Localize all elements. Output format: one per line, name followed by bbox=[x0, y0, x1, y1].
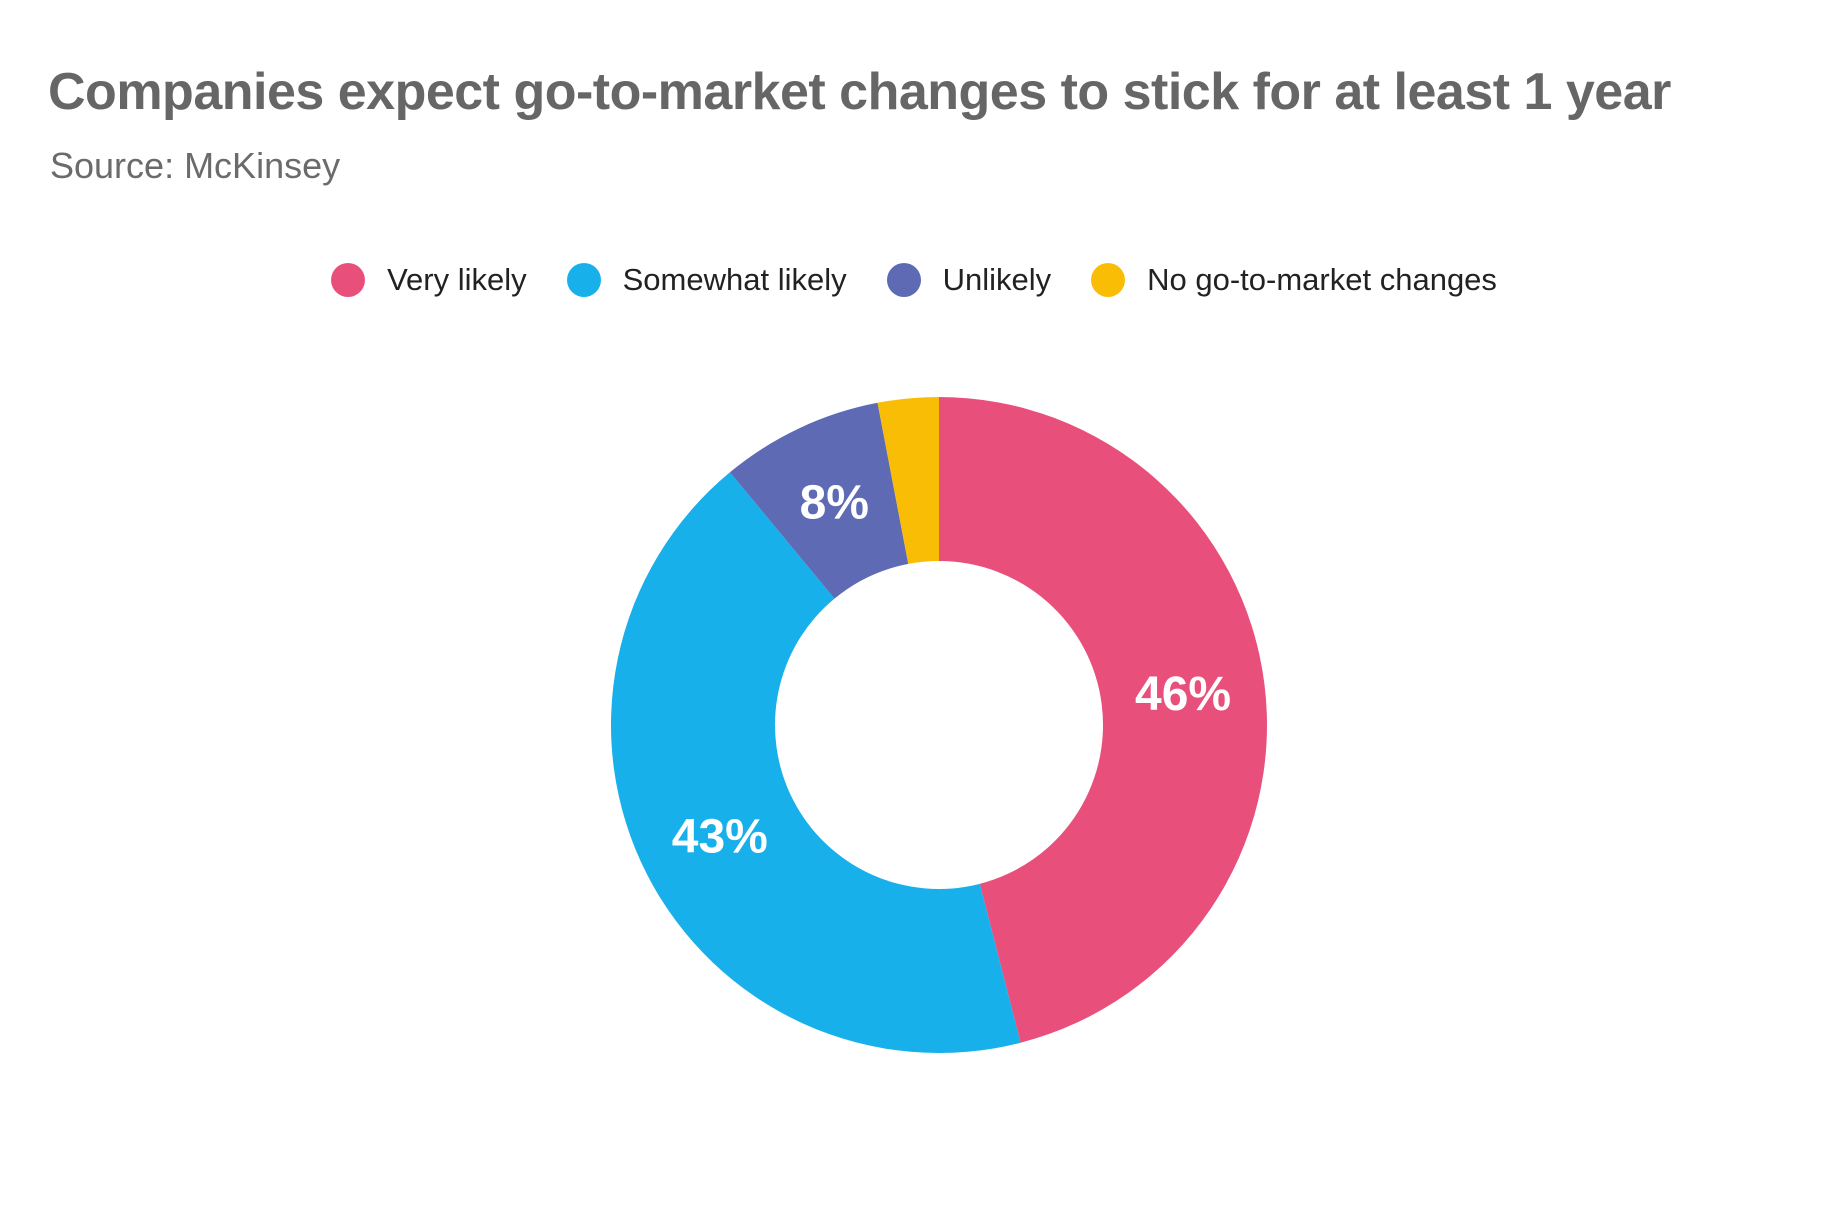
chart-subtitle: Source: McKinsey bbox=[50, 145, 341, 186]
data-label: 46% bbox=[1135, 668, 1231, 721]
legend-item[interactable]: Somewhat likely bbox=[566, 262, 847, 298]
legend-label: Somewhat likely bbox=[622, 262, 847, 297]
legend-item[interactable]: No go-to-market changes bbox=[1091, 262, 1497, 298]
legend-label: Unlikely bbox=[942, 262, 1052, 297]
donut-slice[interactable] bbox=[877, 397, 939, 564]
legend-item[interactable]: Unlikely bbox=[886, 262, 1052, 298]
legend-label: Very likely bbox=[387, 262, 527, 297]
legend-marker bbox=[566, 263, 601, 297]
legend-item[interactable]: Very likely bbox=[331, 262, 527, 298]
legend-marker bbox=[1091, 263, 1126, 297]
donut-slice[interactable] bbox=[610, 472, 1021, 1054]
legend: Very likely Somewhat likely Unlikely No go-… bbox=[0, 262, 1828, 298]
data-label: 8% bbox=[800, 476, 869, 529]
donut-slice[interactable] bbox=[939, 397, 1268, 1043]
legend-marker bbox=[331, 263, 366, 297]
donut-slice[interactable] bbox=[729, 402, 909, 599]
chart-title: Companies expect go-to-market changes to… bbox=[48, 63, 1671, 121]
legend-marker bbox=[886, 263, 921, 297]
legend-label: No go-to-market changes bbox=[1147, 262, 1497, 297]
data-label: 43% bbox=[672, 811, 768, 864]
